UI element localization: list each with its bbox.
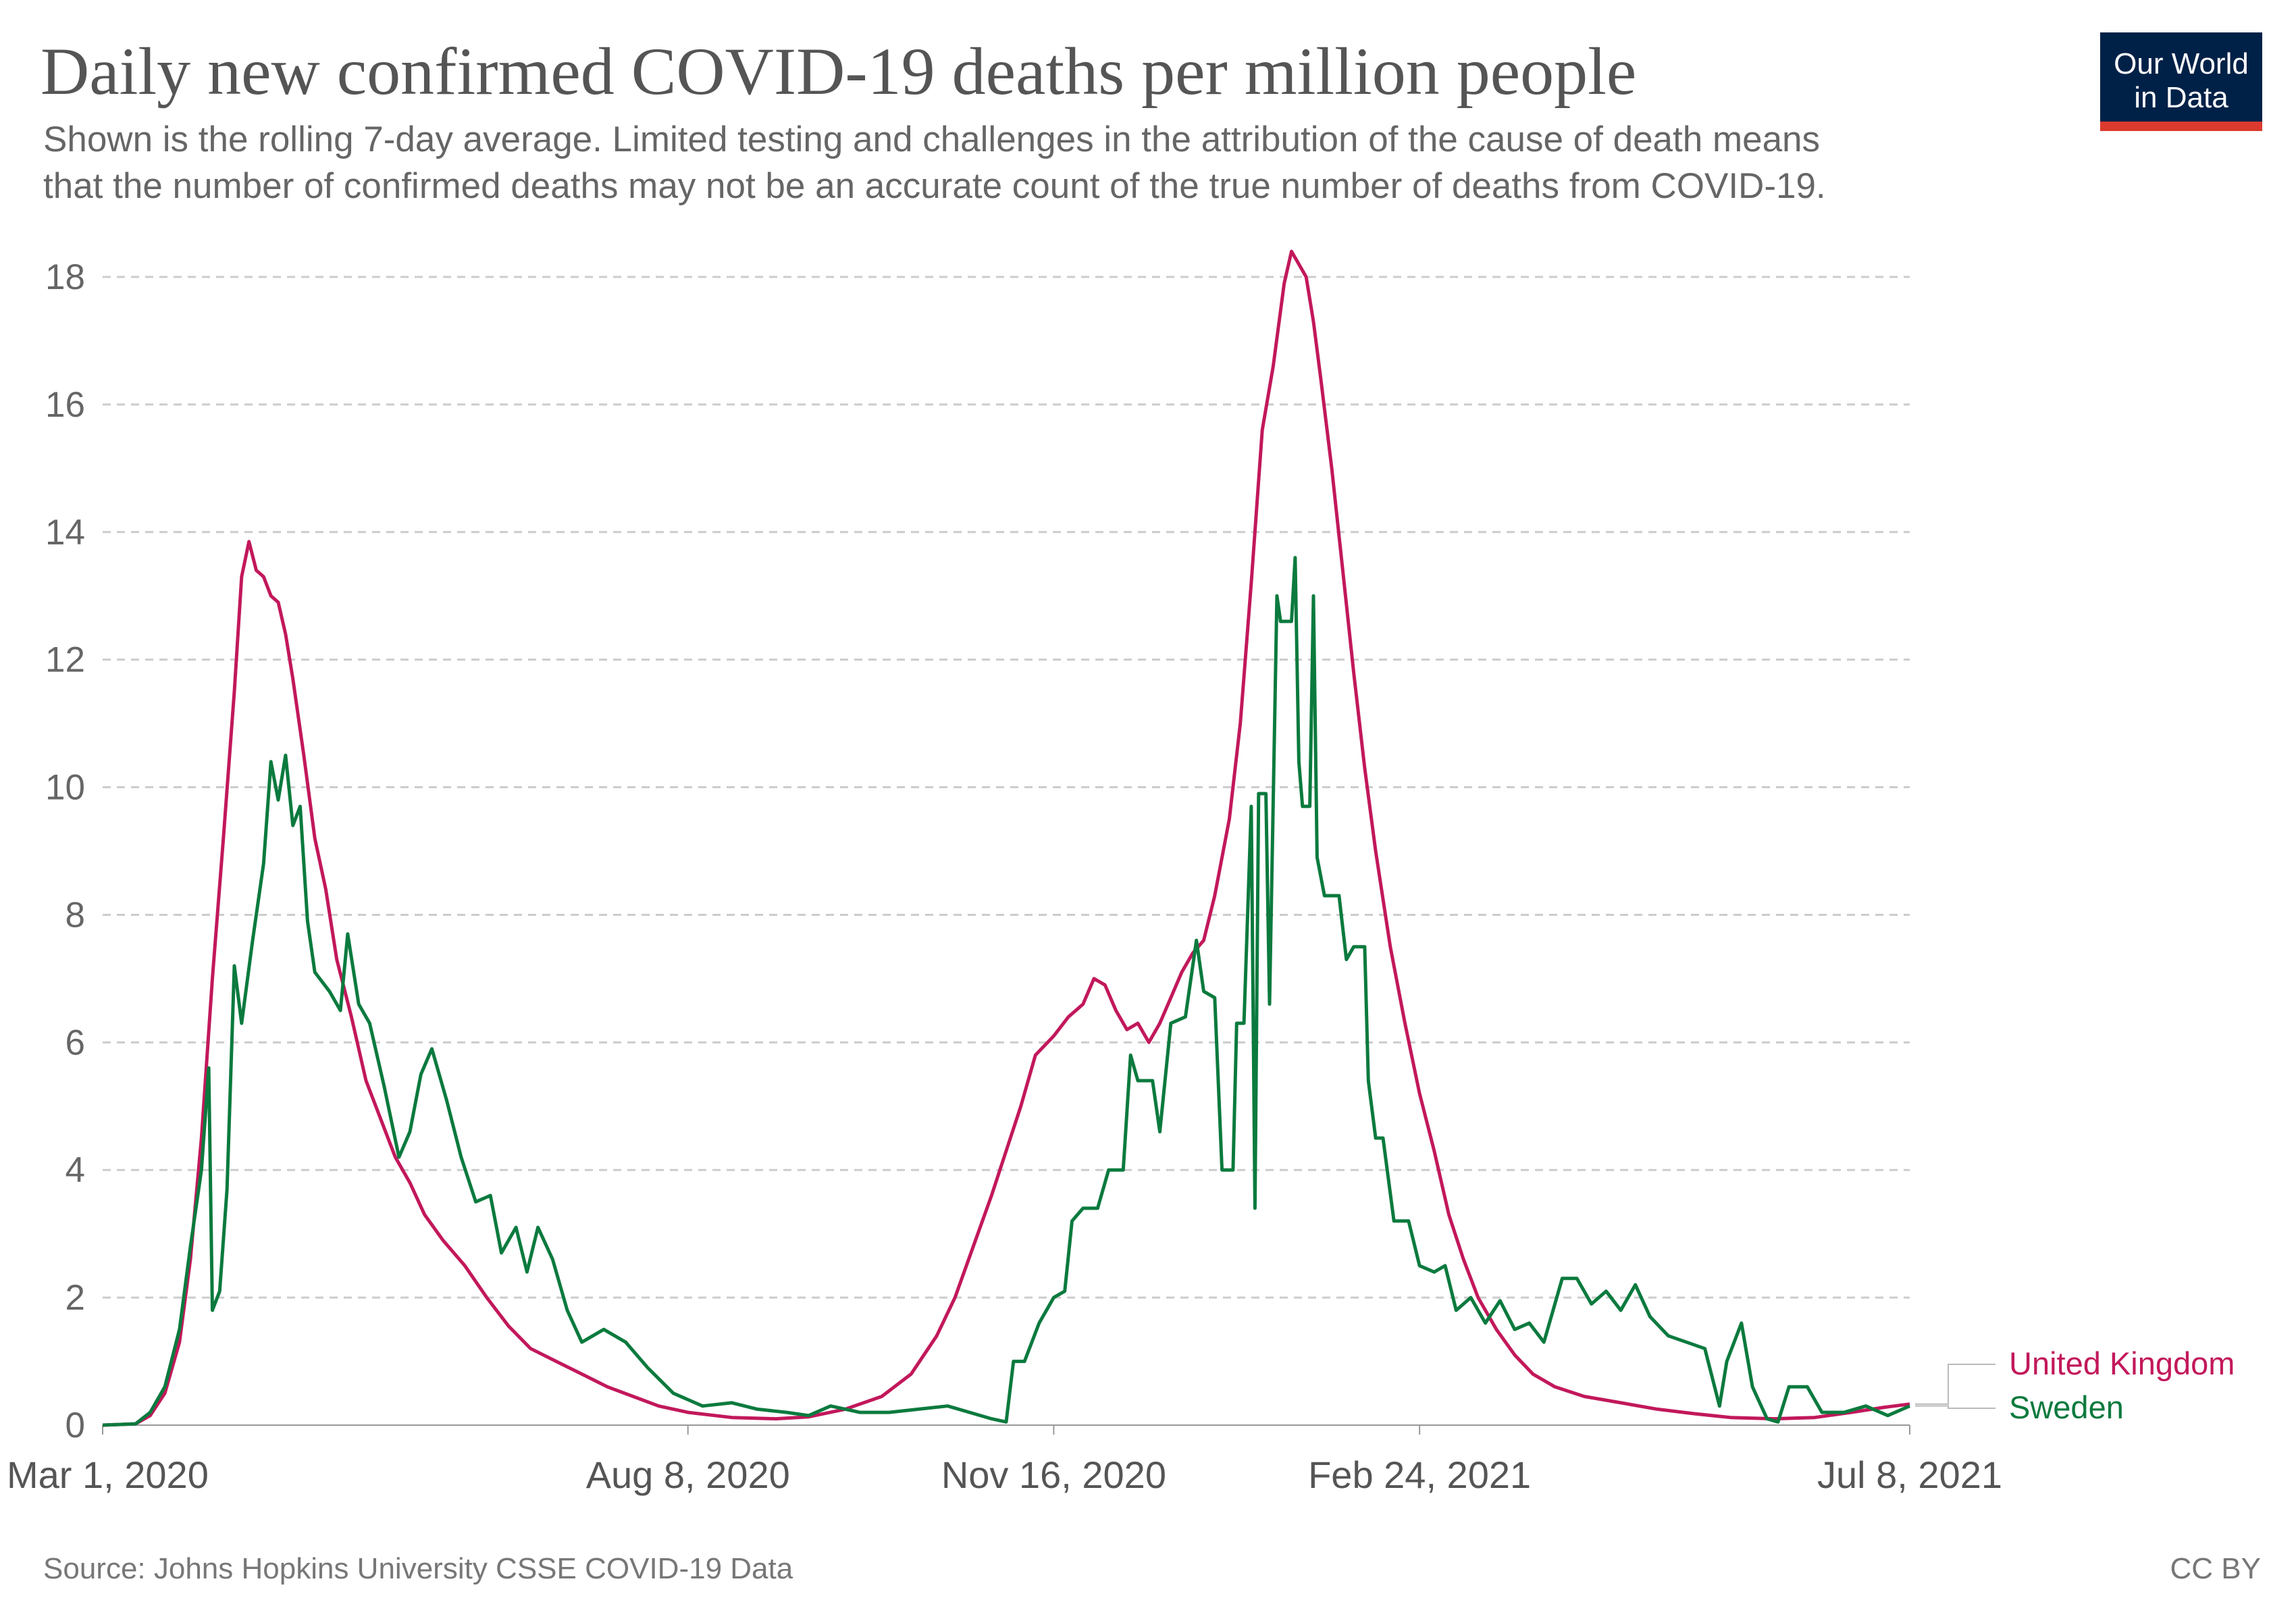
chart-subtitle-line-1: Shown is the rolling 7-day average. Limi… bbox=[43, 120, 1821, 159]
logo-accent-bar bbox=[2100, 122, 2262, 131]
owid-logo[interactable]: Our World in Data bbox=[2100, 32, 2262, 131]
y-tick-label: 0 bbox=[66, 1406, 85, 1445]
y-tick-label: 6 bbox=[66, 1023, 85, 1062]
x-tick-label: Feb 24, 2021 bbox=[1308, 1453, 1531, 1496]
y-tick-label: 18 bbox=[45, 257, 85, 297]
legend-label-united-kingdom: United Kingdom bbox=[2009, 1345, 2235, 1381]
y-tick-label: 12 bbox=[45, 640, 85, 680]
y-tick-label: 14 bbox=[45, 513, 85, 552]
logo-line-1: Our World bbox=[2114, 47, 2249, 80]
x-tick-label: Jul 8, 2021 bbox=[1817, 1453, 2002, 1496]
x-tick-label: Mar 1, 2020 bbox=[7, 1453, 209, 1496]
y-tick-label: 10 bbox=[45, 768, 85, 808]
legend-label-sweden: Sweden bbox=[2009, 1389, 2124, 1425]
y-tick-label: 8 bbox=[66, 895, 85, 935]
x-axis-ticks: Mar 1, 2020 Aug 8, 2020 Nov 16, 2020 Feb 24… bbox=[7, 1424, 2002, 1496]
y-tick-label: 16 bbox=[45, 385, 85, 425]
legend-connector bbox=[1915, 1405, 1995, 1409]
line-chart: 0 2 4 6 8 10 12 14 16 18 Mar 1, 2020 Aug 8, 2020 No… bbox=[7, 249, 2235, 1496]
x-tick-label: Nov 16, 2020 bbox=[941, 1453, 1166, 1496]
legend: United Kingdom Sweden bbox=[1915, 1345, 2235, 1425]
chart-subtitle-line-2: that the number of confirmed deaths may … bbox=[43, 166, 1826, 206]
source-note: Source: Johns Hopkins University CSSE CO… bbox=[43, 1552, 793, 1585]
y-tick-label: 2 bbox=[66, 1278, 85, 1318]
series-line-sweden bbox=[102, 556, 1910, 1427]
series-line-united-kingdom bbox=[102, 249, 1910, 1427]
x-tick-label: Aug 8, 2020 bbox=[586, 1453, 790, 1496]
y-axis-ticks: 0 2 4 6 8 10 12 14 16 18 bbox=[45, 257, 85, 1445]
grid-lines bbox=[103, 276, 1910, 1299]
logo-line-2: in Data bbox=[2134, 81, 2228, 114]
y-tick-label: 4 bbox=[66, 1150, 85, 1190]
chart-title: Daily new confirmed COVID-19 deaths per … bbox=[41, 34, 1637, 109]
series-lines bbox=[102, 249, 1910, 1427]
license-link[interactable]: CC BY bbox=[2170, 1552, 2261, 1585]
legend-connector bbox=[1915, 1364, 1995, 1405]
